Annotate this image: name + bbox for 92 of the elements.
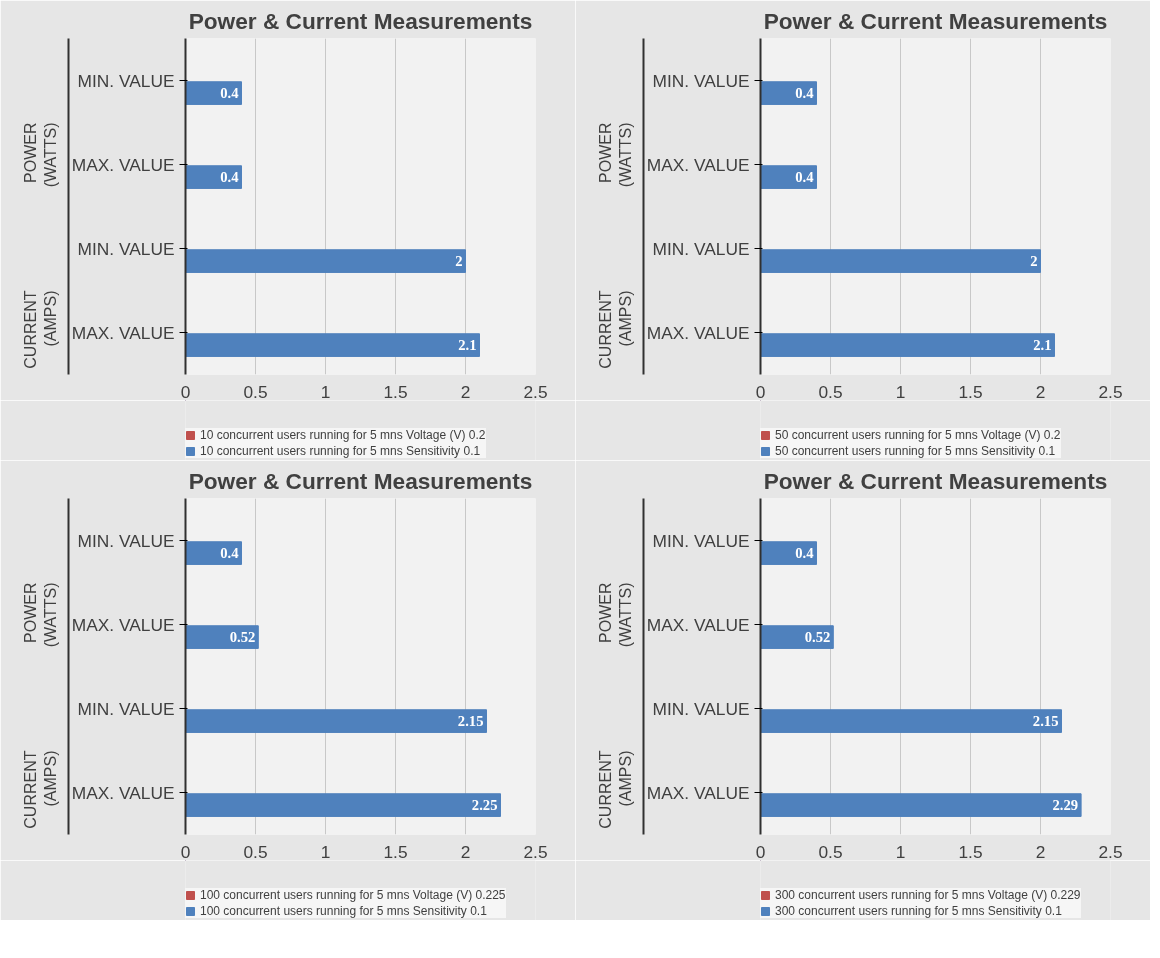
legend-label: 300 concurrent users running for 5 mns Voltage (V) 0.229 — [775, 888, 1081, 902]
legend-label: 300 concurrent users running for 5 mns Sensitivity 0.1 — [775, 904, 1062, 918]
text: POWER (WATTS) — [596, 582, 635, 648]
x-tick-label: 1 — [320, 381, 331, 402]
bar — [760, 541, 817, 565]
x-tick-label: 1.5 — [958, 381, 983, 402]
data-label: 2.25 — [471, 797, 498, 814]
chart-title: Power & Current Measurements — [763, 7, 1108, 34]
x-tick-label: 1 — [895, 841, 906, 862]
bar — [185, 249, 466, 273]
y-tick-label: MAX. VALUE — [646, 322, 750, 343]
chart-title: Power & Current Measurements — [188, 467, 533, 494]
data-label: 0.4 — [795, 85, 815, 102]
x-tick-label: 2 — [1035, 841, 1046, 862]
text: POWER (WATTS) — [596, 122, 635, 188]
x-tick-label: 2 — [460, 381, 471, 402]
bar — [185, 165, 242, 189]
data-label: 2.1 — [1033, 337, 1052, 354]
data-label: 2.15 — [1032, 713, 1059, 730]
text: CURRENT (AMPS) — [596, 750, 635, 829]
data-label: 0.52 — [804, 629, 831, 646]
text: POWER (WATTS) — [21, 582, 60, 648]
x-tick-label: 0.5 — [818, 381, 843, 402]
x-tick-label: 0.5 — [243, 381, 268, 402]
data-label: 2.15 — [457, 713, 484, 730]
legend-label: 50 concurrent users running for 5 mns Voltage (V) 0.2 — [775, 428, 1061, 442]
legend-label: 10 concurrent users running for 5 mns Voltage (V) 0.2 — [200, 428, 486, 442]
bar — [760, 81, 817, 105]
bar — [185, 81, 242, 105]
x-tick-label: 0 — [180, 381, 191, 402]
y-tick-label: MAX. VALUE — [71, 322, 175, 343]
data-label: 2 — [1030, 253, 1038, 270]
legend-label: 100 concurrent users running for 5 mns Voltage (V) 0.225 — [200, 888, 506, 902]
x-tick-label: 0.5 — [818, 841, 843, 862]
x-tick-label: 2.5 — [523, 841, 548, 862]
y-tick-label: MIN. VALUE — [652, 698, 750, 719]
data-label: 0.4 — [220, 545, 240, 562]
bar — [185, 541, 242, 565]
data-label: 0.4 — [795, 169, 815, 186]
bar — [760, 709, 1062, 733]
y-tick-label: MIN. VALUE — [652, 70, 750, 91]
y-tick-label: MIN. VALUE — [77, 698, 175, 719]
x-tick-label: 2.5 — [1098, 381, 1123, 402]
bar — [185, 793, 501, 817]
y-tick-label: MIN. VALUE — [77, 530, 175, 551]
x-tick-label: 2 — [460, 841, 471, 862]
y-tick-label: MAX. VALUE — [71, 782, 175, 803]
bar — [185, 333, 480, 357]
y-tick-label: MIN. VALUE — [652, 530, 750, 551]
y-tick-label: MIN. VALUE — [77, 238, 175, 259]
text: POWER (WATTS) — [21, 122, 60, 188]
data-label: 2.1 — [458, 337, 477, 354]
x-tick-label: 1 — [895, 381, 906, 402]
bar — [760, 793, 1082, 817]
x-tick-label: 1 — [320, 841, 331, 862]
y-tick-label: MAX. VALUE — [71, 154, 175, 175]
y-tick-label: MIN. VALUE — [652, 238, 750, 259]
text: CURRENT (AMPS) — [21, 750, 60, 829]
data-label: 0.4 — [220, 85, 240, 102]
bar — [185, 709, 487, 733]
bar — [760, 625, 834, 649]
x-tick-label: 1.5 — [383, 381, 408, 402]
y-tick-label: MAX. VALUE — [646, 614, 750, 635]
data-label: 0.52 — [229, 629, 256, 646]
chart-title: Power & Current Measurements — [763, 467, 1108, 494]
chart-title: Power & Current Measurements — [188, 7, 533, 34]
legend-label: 10 concurrent users running for 5 mns Sensitivity 0.1 — [200, 444, 481, 458]
data-label: 0.4 — [220, 169, 240, 186]
x-tick-label: 1.5 — [383, 841, 408, 862]
x-tick-label: 0 — [755, 841, 766, 862]
y-tick-label: MAX. VALUE — [646, 782, 750, 803]
legend-label: 100 concurrent users running for 5 mns Sensitivity 0.1 — [200, 904, 487, 918]
data-label: 2.29 — [1052, 797, 1079, 814]
y-tick-label: MIN. VALUE — [77, 70, 175, 91]
text: CURRENT (AMPS) — [21, 290, 60, 369]
x-tick-label: 2.5 — [523, 381, 548, 402]
x-tick-label: 1.5 — [958, 841, 983, 862]
x-tick-label: 0.5 — [243, 841, 268, 862]
data-label: 2 — [455, 253, 463, 270]
bar — [185, 625, 259, 649]
bar — [760, 165, 817, 189]
x-tick-label: 0 — [180, 841, 191, 862]
x-tick-label: 2 — [1035, 381, 1046, 402]
y-tick-label: MAX. VALUE — [646, 154, 750, 175]
text: CURRENT (AMPS) — [596, 290, 635, 369]
y-tick-label: MAX. VALUE — [71, 614, 175, 635]
legend-label: 50 concurrent users running for 5 mns Sensitivity 0.1 — [775, 444, 1056, 458]
bar — [760, 249, 1041, 273]
data-label: 0.4 — [795, 545, 815, 562]
x-tick-label: 0 — [755, 381, 766, 402]
x-tick-label: 2.5 — [1098, 841, 1123, 862]
bar — [760, 333, 1055, 357]
